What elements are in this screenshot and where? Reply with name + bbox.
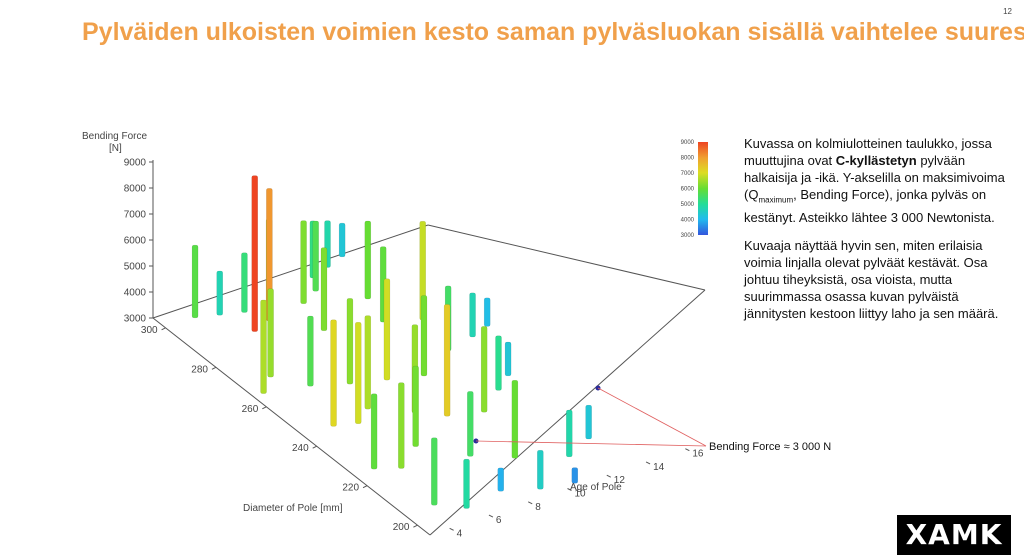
x-tick-label: 220 — [342, 483, 359, 494]
bar — [300, 220, 307, 305]
bar — [537, 449, 544, 490]
bar — [383, 278, 391, 381]
colorbar-tick-label: 8000 — [681, 156, 695, 162]
annotation-line-2 — [597, 387, 707, 447]
bar — [251, 175, 258, 332]
bar — [420, 295, 428, 377]
floor-left-edge — [152, 317, 431, 536]
floor-back-edge — [152, 224, 429, 319]
y-tick-mark — [645, 461, 651, 465]
y-tick-label: 4 — [457, 528, 463, 539]
x-tick-mark — [161, 327, 166, 331]
bar — [495, 335, 502, 391]
bar — [511, 380, 519, 459]
slide-title: Pylväiden ulkoisten voimien kesto saman … — [82, 18, 1024, 46]
x-tick-label: 280 — [191, 364, 208, 375]
colorbar-tick-label: 7000 — [681, 171, 695, 177]
bar — [467, 391, 474, 457]
y-tick-mark — [606, 474, 612, 478]
z-axis-title-line2: [N] — [109, 143, 122, 154]
bar — [346, 298, 354, 385]
bar — [566, 409, 573, 458]
y-tick-mark — [685, 448, 690, 452]
z-tick-label: 7000 — [124, 210, 147, 221]
y-tick-label: 12 — [614, 475, 626, 486]
x-tick-mark — [413, 524, 418, 528]
bar — [191, 244, 199, 319]
bar — [497, 467, 505, 492]
z-tick-label: 8000 — [124, 184, 147, 195]
description-paragraph-1: Kuvassa on kolmiulotteinen taulukko, jos… — [744, 136, 1005, 225]
bar — [320, 247, 328, 332]
x-axis-ticks: 200 220 240 260 280 300 — [141, 325, 418, 533]
y-tick-label: 14 — [653, 462, 665, 473]
colorbar — [698, 142, 708, 235]
bar — [338, 222, 346, 258]
x-tick-mark — [262, 406, 267, 410]
bar — [260, 299, 267, 394]
bar — [463, 458, 470, 509]
annotation-line-1 — [475, 440, 707, 447]
x-tick-mark — [362, 485, 368, 489]
z-tick-label: 9000 — [124, 158, 147, 169]
bar — [469, 292, 476, 338]
colorbar-tick-label: 5000 — [681, 202, 695, 208]
y-tick-mark — [449, 527, 454, 531]
annotation-label: Bending Force ≈ 3 000 N — [709, 441, 831, 453]
bar — [330, 319, 337, 427]
z-axis-title-line1: Bending Force — [82, 131, 147, 142]
y-axis-title: Age of Pole — [570, 482, 622, 493]
z-axis-ticks: 3000 4000 5000 6000 7000 8000 9000 — [124, 158, 153, 325]
bar — [241, 252, 248, 313]
bar — [267, 288, 274, 378]
description-paragraph-2: Kuvaaja näyttää hyvin sen, miten erilais… — [744, 237, 999, 321]
bar — [585, 404, 592, 440]
x-axis-title: Diameter of Pole [mm] — [243, 503, 343, 514]
page-number: 12 — [1003, 7, 1012, 16]
bar — [216, 270, 223, 316]
bar — [354, 322, 362, 424]
bar — [431, 437, 438, 506]
y-tick-label: 10 — [575, 489, 587, 500]
bar — [412, 365, 419, 447]
x-tick-label: 300 — [141, 325, 158, 336]
y-axis-ticks: 4 6 8 10 12 14 16 — [449, 448, 704, 539]
colorbar-tick-label: 9000 — [681, 140, 695, 146]
bar — [443, 304, 451, 417]
z-tick-label: 5000 — [124, 262, 147, 273]
y-tick-label: 8 — [535, 502, 541, 513]
x-tick-label: 200 — [393, 522, 410, 533]
bar — [364, 220, 372, 300]
x-tick-mark — [211, 366, 217, 370]
y-tick-label: 6 — [496, 515, 502, 526]
bar — [504, 341, 512, 377]
xamk-logo: XAMK — [897, 515, 1011, 555]
floor-right-edge — [427, 224, 706, 291]
bar — [312, 220, 319, 292]
bar — [483, 297, 491, 327]
bar — [364, 315, 372, 410]
x-tick-mark — [312, 445, 317, 449]
y-tick-label: 16 — [692, 449, 704, 460]
x-tick-label: 240 — [292, 443, 309, 454]
colorbar-tick-label: 3000 — [681, 233, 695, 239]
bar — [571, 467, 579, 484]
bar — [480, 326, 488, 413]
colorbar-tick-label: 6000 — [681, 187, 695, 193]
description-panel: Kuvassa on kolmiulotteinen taulukko, jos… — [744, 135, 1014, 333]
z-tick-label: 6000 — [124, 236, 147, 247]
bar — [398, 382, 405, 469]
y-tick-mark — [567, 488, 572, 491]
bar — [370, 393, 378, 470]
colorbar-ticks: 3000 4000 5000 6000 7000 8000 9000 — [681, 140, 695, 239]
colorbar-tick-label: 4000 — [681, 218, 695, 224]
y-tick-mark — [527, 501, 533, 505]
chart-bars — [191, 175, 592, 509]
bar — [307, 315, 314, 387]
x-tick-label: 260 — [242, 404, 259, 415]
z-tick-label: 4000 — [124, 288, 147, 299]
y-tick-mark — [488, 514, 494, 518]
z-tick-label: 3000 — [124, 314, 147, 325]
